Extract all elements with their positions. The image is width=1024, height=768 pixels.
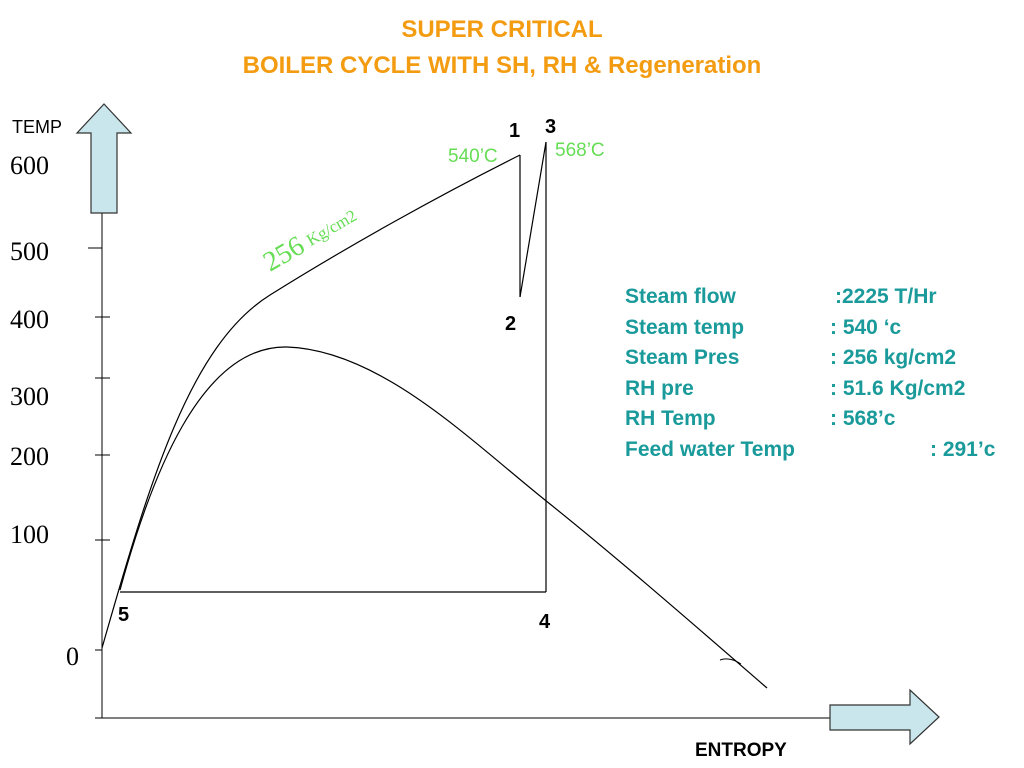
point-label-4: 4 bbox=[539, 611, 551, 633]
spec-label-steam-flow: Steam flow bbox=[625, 285, 736, 308]
x-axis-label: ENTROPY bbox=[695, 740, 787, 761]
point-label-1: 1 bbox=[509, 120, 520, 142]
title-line-2: BOILER CYCLE WITH SH, RH & Regeneration bbox=[242, 52, 762, 79]
y-tick-400: 400 bbox=[10, 305, 49, 334]
x-axis-arrow-icon bbox=[829, 688, 940, 746]
spec-label-steam-pres: Steam Pres bbox=[625, 346, 740, 369]
y-axis-arrow-icon bbox=[75, 103, 133, 214]
spec-value-steam-pres: : 256 kg/cm2 bbox=[830, 346, 957, 369]
spec-value-rh-pre: : 51.6 Kg/cm2 bbox=[830, 377, 966, 400]
title-line-1: SUPER CRITICAL bbox=[401, 16, 603, 43]
temp-annotation-568: 568’C bbox=[555, 140, 605, 161]
spec-label-feed-water-temp: Feed water Temp bbox=[625, 438, 795, 461]
y-tick-500: 500 bbox=[10, 237, 49, 266]
y-tick-200: 200 bbox=[10, 442, 49, 471]
spec-value-feed-water-temp: : 291’c bbox=[930, 438, 996, 461]
y-tick-100: 100 bbox=[10, 520, 49, 549]
point-label-5: 5 bbox=[118, 604, 129, 626]
point-label-2: 2 bbox=[505, 313, 516, 335]
pressure-annotation-unit: Kg/cm2 bbox=[303, 206, 360, 250]
pressure-annotation-value: 256 bbox=[258, 230, 310, 278]
y-tick-600: 600 bbox=[10, 151, 49, 180]
spec-label-rh-pre: RH pre bbox=[625, 377, 694, 400]
spec-value-steam-temp: : 540 ‘c bbox=[830, 316, 902, 339]
y-tick-0: 0 bbox=[66, 642, 79, 671]
point-label-3: 3 bbox=[545, 116, 556, 138]
spec-label-steam-temp: Steam temp bbox=[625, 316, 745, 339]
reheat-line-2-3 bbox=[519, 141, 547, 298]
saturation-dome-curve bbox=[119, 346, 768, 689]
y-tick-300: 300 bbox=[10, 382, 49, 411]
spec-label-rh-temp: RH Temp bbox=[625, 407, 716, 430]
y-axis-label: TEMP bbox=[12, 117, 62, 137]
supercritical-heating-curve bbox=[101, 154, 521, 649]
spec-value-steam-flow: :2225 T/Hr bbox=[835, 285, 937, 308]
temp-annotation-540: 540’C bbox=[448, 146, 498, 167]
curve-end-tick bbox=[719, 658, 742, 665]
spec-value-rh-temp: : 568’c bbox=[830, 407, 896, 430]
